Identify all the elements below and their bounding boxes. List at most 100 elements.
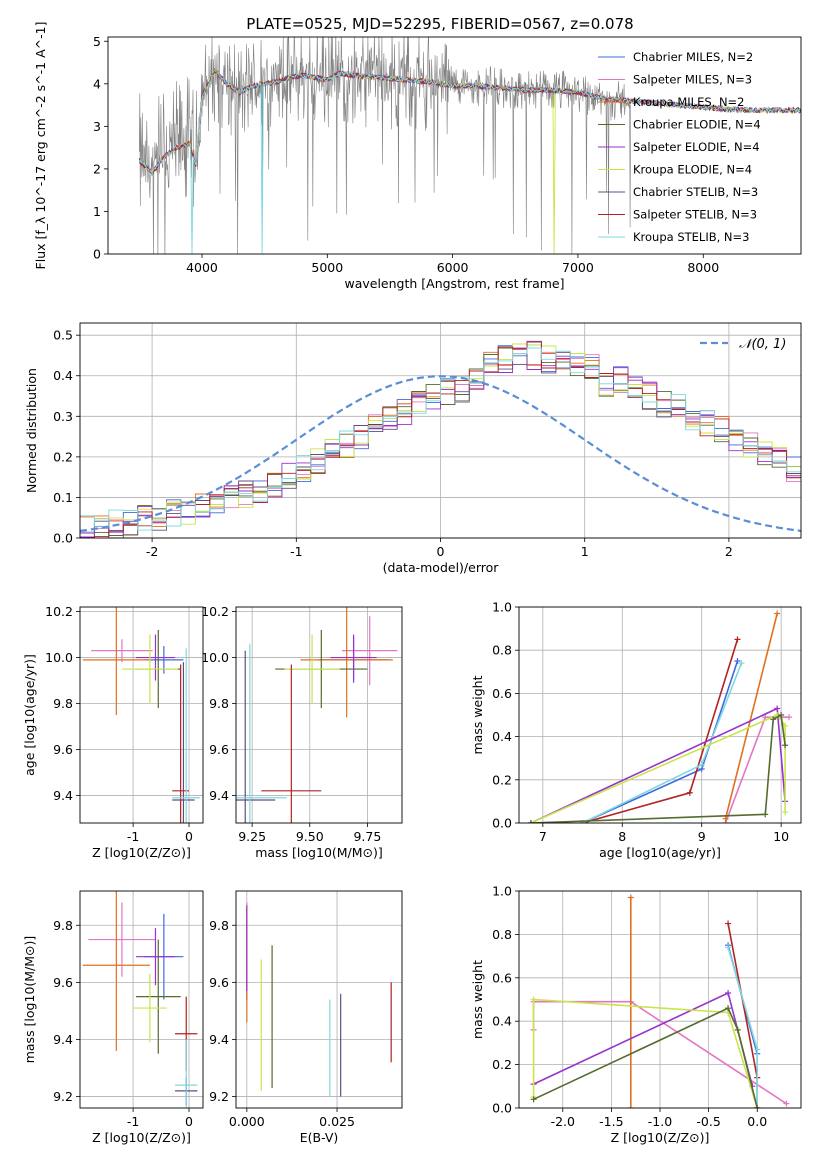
x-tick-label: -1 [290,544,302,559]
x-tick-label: -1 [127,829,139,844]
x-tick-label: 7 [539,829,547,844]
y-tick-label: 0.4 [492,1014,512,1029]
y-tick-label: 4 [93,76,101,91]
x-tick-label: -2 [146,544,158,559]
normal-curve [80,375,801,532]
weight-marker [774,610,781,617]
y-tick-label: 10.0 [201,650,229,665]
y-tick-label: 0.2 [492,772,512,787]
weight-marker [530,996,537,1003]
x-tick-label: -1 [127,1114,139,1129]
x-axis-label: Z [log10(Z/Z⊙)] [92,845,191,860]
y-tick-label: 9.4 [209,1032,229,1047]
weight-marker [734,658,741,664]
weight-marker [734,636,741,643]
y-tick-label: 1.0 [492,884,512,899]
spectrum-frame [107,36,802,255]
weight-marker [530,1096,537,1103]
y-tick-label: 9.6 [53,975,73,990]
mass-vs-EBV-axes: 0.000 0.025 9.2 9.4 9.6 9.8 E(B-V) [209,891,402,1145]
y-tick-label: 9.8 [53,696,73,711]
weight-vs-Z-frame [518,890,802,1109]
x-tick-label: 1 [581,544,589,559]
y-tick-label: 10.2 [201,604,229,619]
x-tick-label: 2 [725,544,733,559]
x-tick-label: 5000 [311,260,343,275]
spectrum-data [139,37,631,254]
weight-vs-age-axes: 7 8 9 10 0.0 0.2 0.4 0.6 0.8 1.0 age [log10(age/yr… [470,600,801,860]
x-axis-label: age [log10(age/yr)] [599,845,721,860]
x-tick-label: 8000 [687,260,719,275]
y-tick-label: 0.6 [492,970,512,985]
x-tick-label: 0.025 [319,1114,355,1129]
weight-line [724,613,778,819]
error-bar-point [88,902,156,977]
weight-marker [786,714,793,721]
y-axis-label: mass weight [470,675,485,754]
spectrum-axes: 4000 5000 6000 7000 8000 0 1 2 3 4 5 wavelength [An… [33,22,719,291]
residual-legend: 𝒩(0, 1) [700,337,786,352]
legend-label: Salpeter MILES, N=3 [633,73,752,87]
residuals-plot-area [80,340,801,538]
weight-marker [725,944,732,951]
weight-marker [725,989,732,996]
y-tick-label: 0.1 [53,490,73,505]
y-tick-label: 0.0 [492,816,512,831]
y-tick-label: 0.3 [53,409,73,424]
legend-label: Kroupa STELIB, N=3 [633,230,750,244]
x-axis-label: Z [log10(Z/Z⊙)] [92,1130,191,1145]
x-tick-label: -2.0 [551,1114,575,1129]
y-tick-label: 9.4 [209,788,229,803]
error-bar-point [172,662,195,823]
error-bar-point [172,648,201,823]
weight-line [533,1007,758,1108]
y-tick-label: 0.8 [492,927,512,942]
figure-title: PLATE=0525, MJD=52295, FIBERID=0567, z=0… [246,15,633,33]
y-tick-label: 0.4 [53,368,73,383]
spectrum-legend: Chabrier MILES, N=2 Salpeter MILES, N=3 Kr… [598,50,761,244]
age-vs-mass-axes: 9.25 9.50 9.75 9.4 9.6 9.8 10.0 10.2 mass [log10… [201,604,402,860]
error-bar-point [330,634,377,681]
residual-histogram [80,347,801,531]
y-tick-label: 9.8 [209,696,229,711]
weight-line [532,998,758,1108]
mass-vs-EBV-frame [235,890,403,1109]
error-bar-point [133,973,167,1043]
weight-marker [754,1046,761,1053]
weight-marker [725,1005,732,1012]
x-axis-label: (data-model)/error [383,560,500,575]
y-axis-label: mass weight [470,960,485,1039]
y-tick-label: 0.6 [492,686,512,701]
weight-marker [754,1105,761,1108]
y-tick-label: 9.8 [209,918,229,933]
y-tick-label: 0.0 [492,1101,512,1116]
weight-marker [762,811,769,818]
y-tick-label: 9.2 [53,1089,73,1104]
weight-marker [783,1100,790,1107]
legend-label: Salpeter STELIB, N=3 [633,208,757,222]
weight-marker [627,894,634,901]
error-bar-point [91,639,153,663]
legend-label: Kroupa ELODIE, N=4 [633,163,752,177]
weight-marker [627,1105,634,1108]
y-tick-label: 0.4 [492,729,512,744]
error-bar-point [82,891,150,1051]
y-tick-label: 9.4 [53,788,73,803]
x-tick-label: -1.5 [599,1114,623,1129]
mass-vs-EBV-plot-area [246,902,392,1097]
error-bar-point [236,643,287,823]
y-tick-label: 10.2 [45,604,73,619]
weight-vs-age-plot-area [527,610,793,823]
spectrum-plot-area [138,37,801,254]
weight-marker [734,1026,741,1033]
y-tick-label: 1.0 [492,600,512,615]
x-axis-label: mass [log10(M/M⊙)] [255,845,383,860]
weight-marker [698,761,705,768]
legend-label: Kroupa MILES, N=2 [633,95,745,109]
residuals-frame [79,322,802,539]
error-bar-point [284,634,340,704]
weight-marker [722,815,729,822]
y-axis-label: Flux [f_λ 10^-17 erg cm^-2 s^-1 A^-1] [33,22,48,270]
x-axis-label: Z [log10(Z/Z⊙)] [611,1130,710,1145]
